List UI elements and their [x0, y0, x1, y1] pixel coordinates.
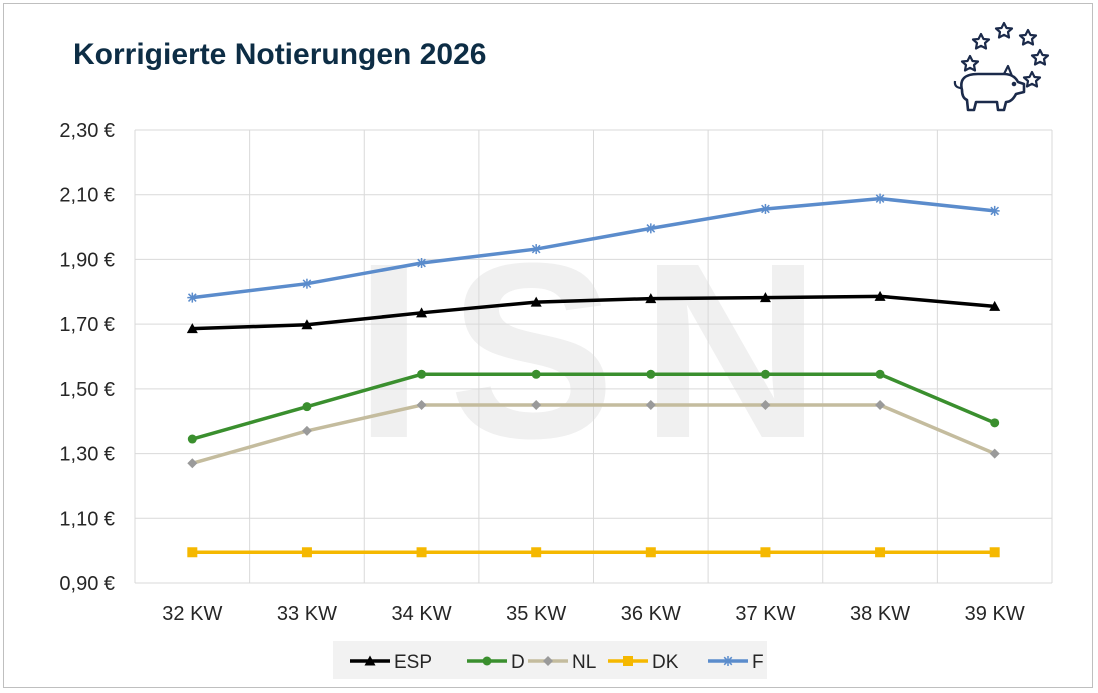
data-point [187, 434, 197, 444]
data-point [416, 257, 427, 268]
data-point [531, 400, 542, 411]
x-tick-label: 36 KW [621, 603, 681, 625]
x-tick-label: 39 KW [965, 603, 1025, 625]
data-point [989, 300, 1001, 311]
data-point [875, 369, 885, 379]
data-point [301, 547, 312, 558]
series-line-d [191, 372, 996, 441]
y-tick-label: 1,10 € [59, 508, 115, 530]
data-point [187, 547, 198, 558]
chart-frame [3, 3, 1093, 688]
data-point [989, 205, 1000, 216]
data-point [645, 547, 656, 558]
data-point [760, 369, 770, 379]
data-point [645, 223, 656, 234]
legend [333, 641, 767, 679]
data-point [760, 203, 771, 214]
watermark-text: ISN [354, 211, 846, 490]
data-point [989, 448, 1000, 459]
y-tick-label: 0,90 € [59, 573, 115, 595]
y-tick-label: 1,50 € [59, 379, 115, 401]
data-point [187, 458, 198, 469]
data-point [416, 307, 428, 318]
data-point [416, 400, 427, 411]
data-point [186, 323, 198, 334]
data-point [759, 292, 771, 303]
data-point [645, 293, 657, 304]
x-tick-label: 38 KW [850, 603, 910, 625]
data-point [875, 547, 886, 558]
data-point [301, 278, 312, 289]
data-point [187, 292, 198, 303]
data-point [416, 547, 427, 558]
data-point [875, 193, 886, 204]
x-tick-label: 34 KW [392, 603, 452, 625]
x-tick-label: 33 KW [277, 603, 337, 625]
data-point [646, 369, 656, 379]
y-tick-label: 1,90 € [59, 249, 115, 271]
x-tick-label: 32 KW [162, 603, 222, 625]
y-tick-label: 2,10 € [59, 185, 115, 207]
data-point [760, 547, 771, 558]
data-point [531, 369, 541, 379]
data-point [760, 400, 771, 411]
data-point [301, 425, 312, 436]
series-line-nl [191, 403, 996, 465]
y-tick-label: 1,70 € [59, 314, 115, 336]
x-tick-label: 35 KW [506, 603, 566, 625]
series-line-esp [192, 294, 995, 331]
data-point [302, 402, 312, 412]
data-point [531, 547, 542, 558]
y-tick-label: 1,30 € [59, 444, 115, 466]
y-tick-label: 2,30 € [59, 120, 115, 142]
data-point [530, 296, 542, 307]
data-point [874, 290, 886, 301]
data-point [645, 400, 656, 411]
data-point [989, 547, 1000, 558]
data-point [875, 400, 886, 411]
series-line-f [192, 196, 995, 300]
chart-title: Korrigierte Notierungen 2026 [73, 38, 487, 71]
data-point [301, 319, 313, 330]
data-point [417, 369, 427, 379]
data-point [531, 244, 542, 255]
x-tick-label: 37 KW [735, 603, 795, 625]
data-point [990, 418, 1000, 428]
pig-stars-logo-icon [953, 21, 1050, 112]
